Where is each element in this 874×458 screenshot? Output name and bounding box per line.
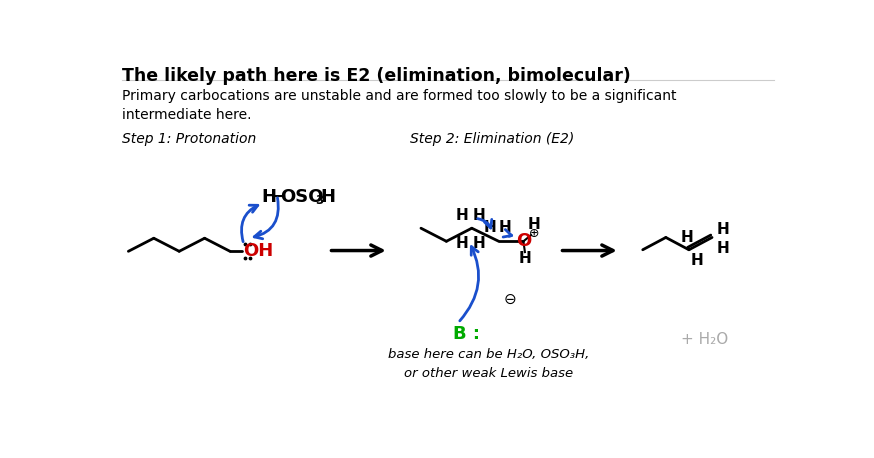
Text: H: H — [528, 217, 540, 232]
Text: H: H — [518, 251, 531, 266]
Text: O: O — [516, 232, 531, 251]
Text: H: H — [717, 241, 729, 256]
Text: The likely path here is E2 (elimination, bimolecular): The likely path here is E2 (elimination,… — [122, 67, 631, 85]
Text: Step 1: Protonation: Step 1: Protonation — [122, 132, 256, 146]
Text: H: H — [483, 220, 496, 235]
Text: OH: OH — [243, 242, 274, 260]
Text: H: H — [690, 253, 703, 268]
Text: H: H — [321, 188, 336, 207]
Text: H: H — [717, 222, 729, 237]
Text: H: H — [473, 236, 486, 251]
Text: ⊖: ⊖ — [504, 292, 517, 307]
Text: 3: 3 — [315, 194, 323, 207]
Text: base here can be H₂O, OSO₃H,
or other weak Lewis base: base here can be H₂O, OSO₃H, or other we… — [388, 348, 589, 380]
Text: H: H — [498, 220, 511, 235]
Text: ⊕: ⊕ — [529, 227, 539, 240]
Text: + H₂O: + H₂O — [681, 333, 729, 347]
Text: Step 2: Elimination (E2): Step 2: Elimination (E2) — [410, 132, 574, 146]
Text: H: H — [261, 188, 276, 207]
Text: H: H — [455, 207, 468, 223]
Text: H: H — [473, 207, 486, 223]
Text: H: H — [681, 230, 694, 245]
Text: H: H — [455, 236, 468, 251]
Text: Primary carbocations are unstable and are formed too slowly to be a significant
: Primary carbocations are unstable and ar… — [122, 89, 676, 122]
Text: −: − — [272, 188, 287, 207]
Text: OSO: OSO — [280, 188, 323, 207]
Text: B :: B : — [453, 325, 480, 343]
